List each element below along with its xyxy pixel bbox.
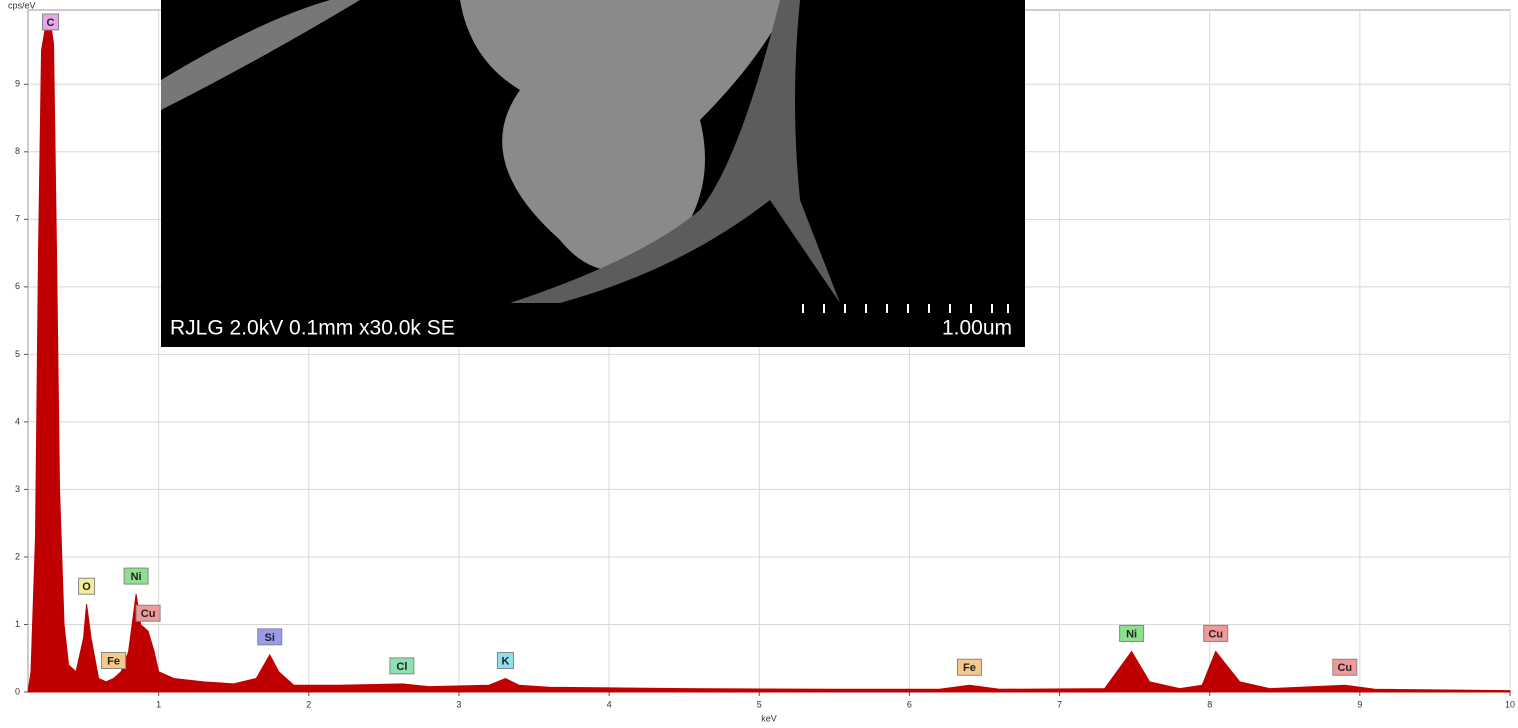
x-tick-label: 6 [907,699,912,709]
y-tick-label: 0 [15,686,20,696]
x-tick-label: 5 [757,699,762,709]
peak-label: O [82,581,91,593]
page: {"chart_data": { "type": "area", "y_labe… [0,0,1518,728]
chart: cps/eV keV 0 1 2 3 4 5 6 7 8 9 1 2 3 4 5 6 7 8 9 10 C O Fe Ni Cu… [0,0,1518,728]
peak-label: Ni [131,571,142,583]
x-tick-label: 4 [607,699,612,709]
peak-label: Fe [963,662,976,674]
peak-label: Si [265,632,275,644]
x-tick-label: 3 [456,699,461,709]
peak-label: Cl [396,661,407,673]
peak-label: K [502,655,510,667]
x-tick-label: 9 [1357,699,1362,709]
y-tick-label: 2 [15,551,20,561]
peak-label: Ni [1126,628,1137,640]
peak-label: Fe [107,655,120,667]
y-tick-label: 4 [15,416,20,426]
x-tick-label: 1 [156,699,161,709]
y-tick-label: 1 [15,619,20,629]
x-axis-label: keV [761,713,777,723]
x-tick-label: 8 [1207,699,1212,709]
y-axis-label: cps/eV [8,0,36,10]
y-tick-label: 3 [15,484,20,494]
y-tick-label: 7 [15,214,20,224]
x-tick-label: 7 [1057,699,1062,709]
x-tick-label: 10 [1505,699,1515,709]
x-tick-label: 2 [306,699,311,709]
sem-scale-label: 1.00um [942,317,1012,340]
peak-label: C [47,17,55,29]
y-tick-label: 5 [15,349,20,359]
y-tick-label: 9 [15,79,20,89]
peak-label: Cu [1208,628,1223,640]
peak-label: Cu [1337,662,1352,674]
sem-inset: RJLG 2.0kV 0.1mm x30.0k SE 1.00um [161,0,1025,347]
sem-caption: RJLG 2.0kV 0.1mm x30.0k SE [170,317,455,340]
y-tick-label: 6 [15,281,20,291]
y-tick-label: 8 [15,146,20,156]
peak-label: Cu [141,608,156,620]
